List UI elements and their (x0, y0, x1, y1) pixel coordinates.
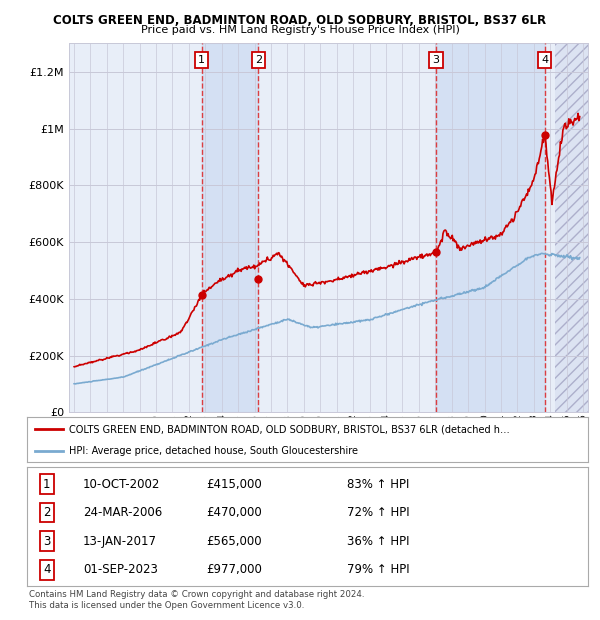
Text: 2: 2 (43, 506, 50, 519)
Bar (436, 43, 545, 412)
Text: 2: 2 (255, 55, 262, 65)
Text: 1: 1 (198, 55, 205, 65)
Text: 13-JAN-2017: 13-JAN-2017 (83, 535, 157, 547)
Bar (202, 43, 259, 412)
Text: 1: 1 (43, 477, 50, 490)
Text: £977,000: £977,000 (206, 564, 262, 577)
Text: 3: 3 (43, 535, 50, 547)
Bar (555, 43, 588, 412)
Text: 24-MAR-2006: 24-MAR-2006 (83, 506, 163, 519)
Text: 36% ↑ HPI: 36% ↑ HPI (347, 535, 409, 547)
Text: £415,000: £415,000 (206, 477, 262, 490)
Text: 83% ↑ HPI: 83% ↑ HPI (347, 477, 409, 490)
Text: COLTS GREEN END, BADMINTON ROAD, OLD SODBURY, BRISTOL, BS37 6LR (detached h…: COLTS GREEN END, BADMINTON ROAD, OLD SOD… (69, 424, 510, 435)
Text: £470,000: £470,000 (206, 506, 262, 519)
Text: 79% ↑ HPI: 79% ↑ HPI (347, 564, 409, 577)
Text: 72% ↑ HPI: 72% ↑ HPI (347, 506, 409, 519)
Text: 4: 4 (541, 55, 548, 65)
Text: Price paid vs. HM Land Registry's House Price Index (HPI): Price paid vs. HM Land Registry's House … (140, 25, 460, 35)
Text: £565,000: £565,000 (206, 535, 262, 547)
Text: 3: 3 (433, 55, 439, 65)
Text: COLTS GREEN END, BADMINTON ROAD, OLD SODBURY, BRISTOL, BS37 6LR: COLTS GREEN END, BADMINTON ROAD, OLD SOD… (53, 14, 547, 27)
Text: 10-OCT-2002: 10-OCT-2002 (83, 477, 160, 490)
Bar (555, 43, 588, 412)
Text: 4: 4 (43, 564, 50, 577)
Text: This data is licensed under the Open Government Licence v3.0.: This data is licensed under the Open Gov… (29, 601, 304, 611)
Text: HPI: Average price, detached house, South Gloucestershire: HPI: Average price, detached house, Sout… (69, 446, 358, 456)
Text: Contains HM Land Registry data © Crown copyright and database right 2024.: Contains HM Land Registry data © Crown c… (29, 590, 364, 600)
Text: 01-SEP-2023: 01-SEP-2023 (83, 564, 158, 577)
